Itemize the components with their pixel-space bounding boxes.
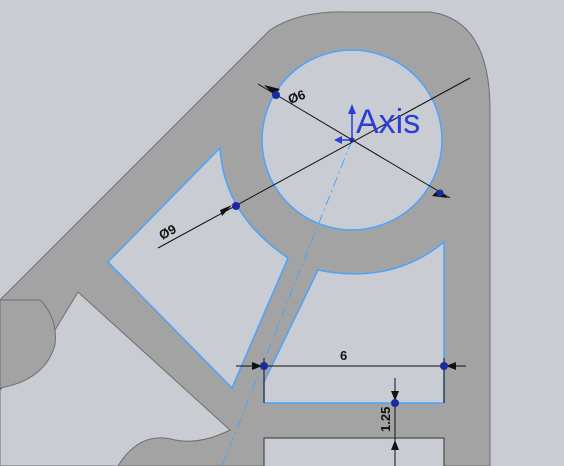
sketch-point[interactable] [260,362,268,370]
sketch-point[interactable] [436,189,444,197]
width-dimension-label[interactable]: 6 [340,348,347,363]
sketch-point[interactable] [232,202,240,210]
arrowhead [391,391,399,401]
arrowhead [446,362,456,370]
dia-arc-dimension-line[interactable] [157,77,471,249]
center-point[interactable] [349,137,355,143]
height-dimension-label[interactable]: 1.25 [378,407,393,432]
sketch-point[interactable] [272,91,280,99]
construction-centerline[interactable] [221,139,353,466]
arrowhead [252,362,262,370]
axis-label[interactable]: Axis [356,103,420,141]
sketch-point[interactable] [391,399,399,407]
axis-arrow-head-up [348,104,356,114]
pocket-bottom[interactable] [263,437,445,466]
dia-arc-dimension-label[interactable]: Ø9 [156,221,178,242]
arrowhead [220,205,232,216]
axis-arrow-head-left [334,136,342,144]
pocket-upper-left[interactable] [106,146,289,390]
left-notch [0,299,56,389]
sketch-point[interactable] [440,362,448,370]
dia-hole-dimension-label[interactable]: Ø6 [286,87,307,107]
arrowhead [391,440,399,450]
